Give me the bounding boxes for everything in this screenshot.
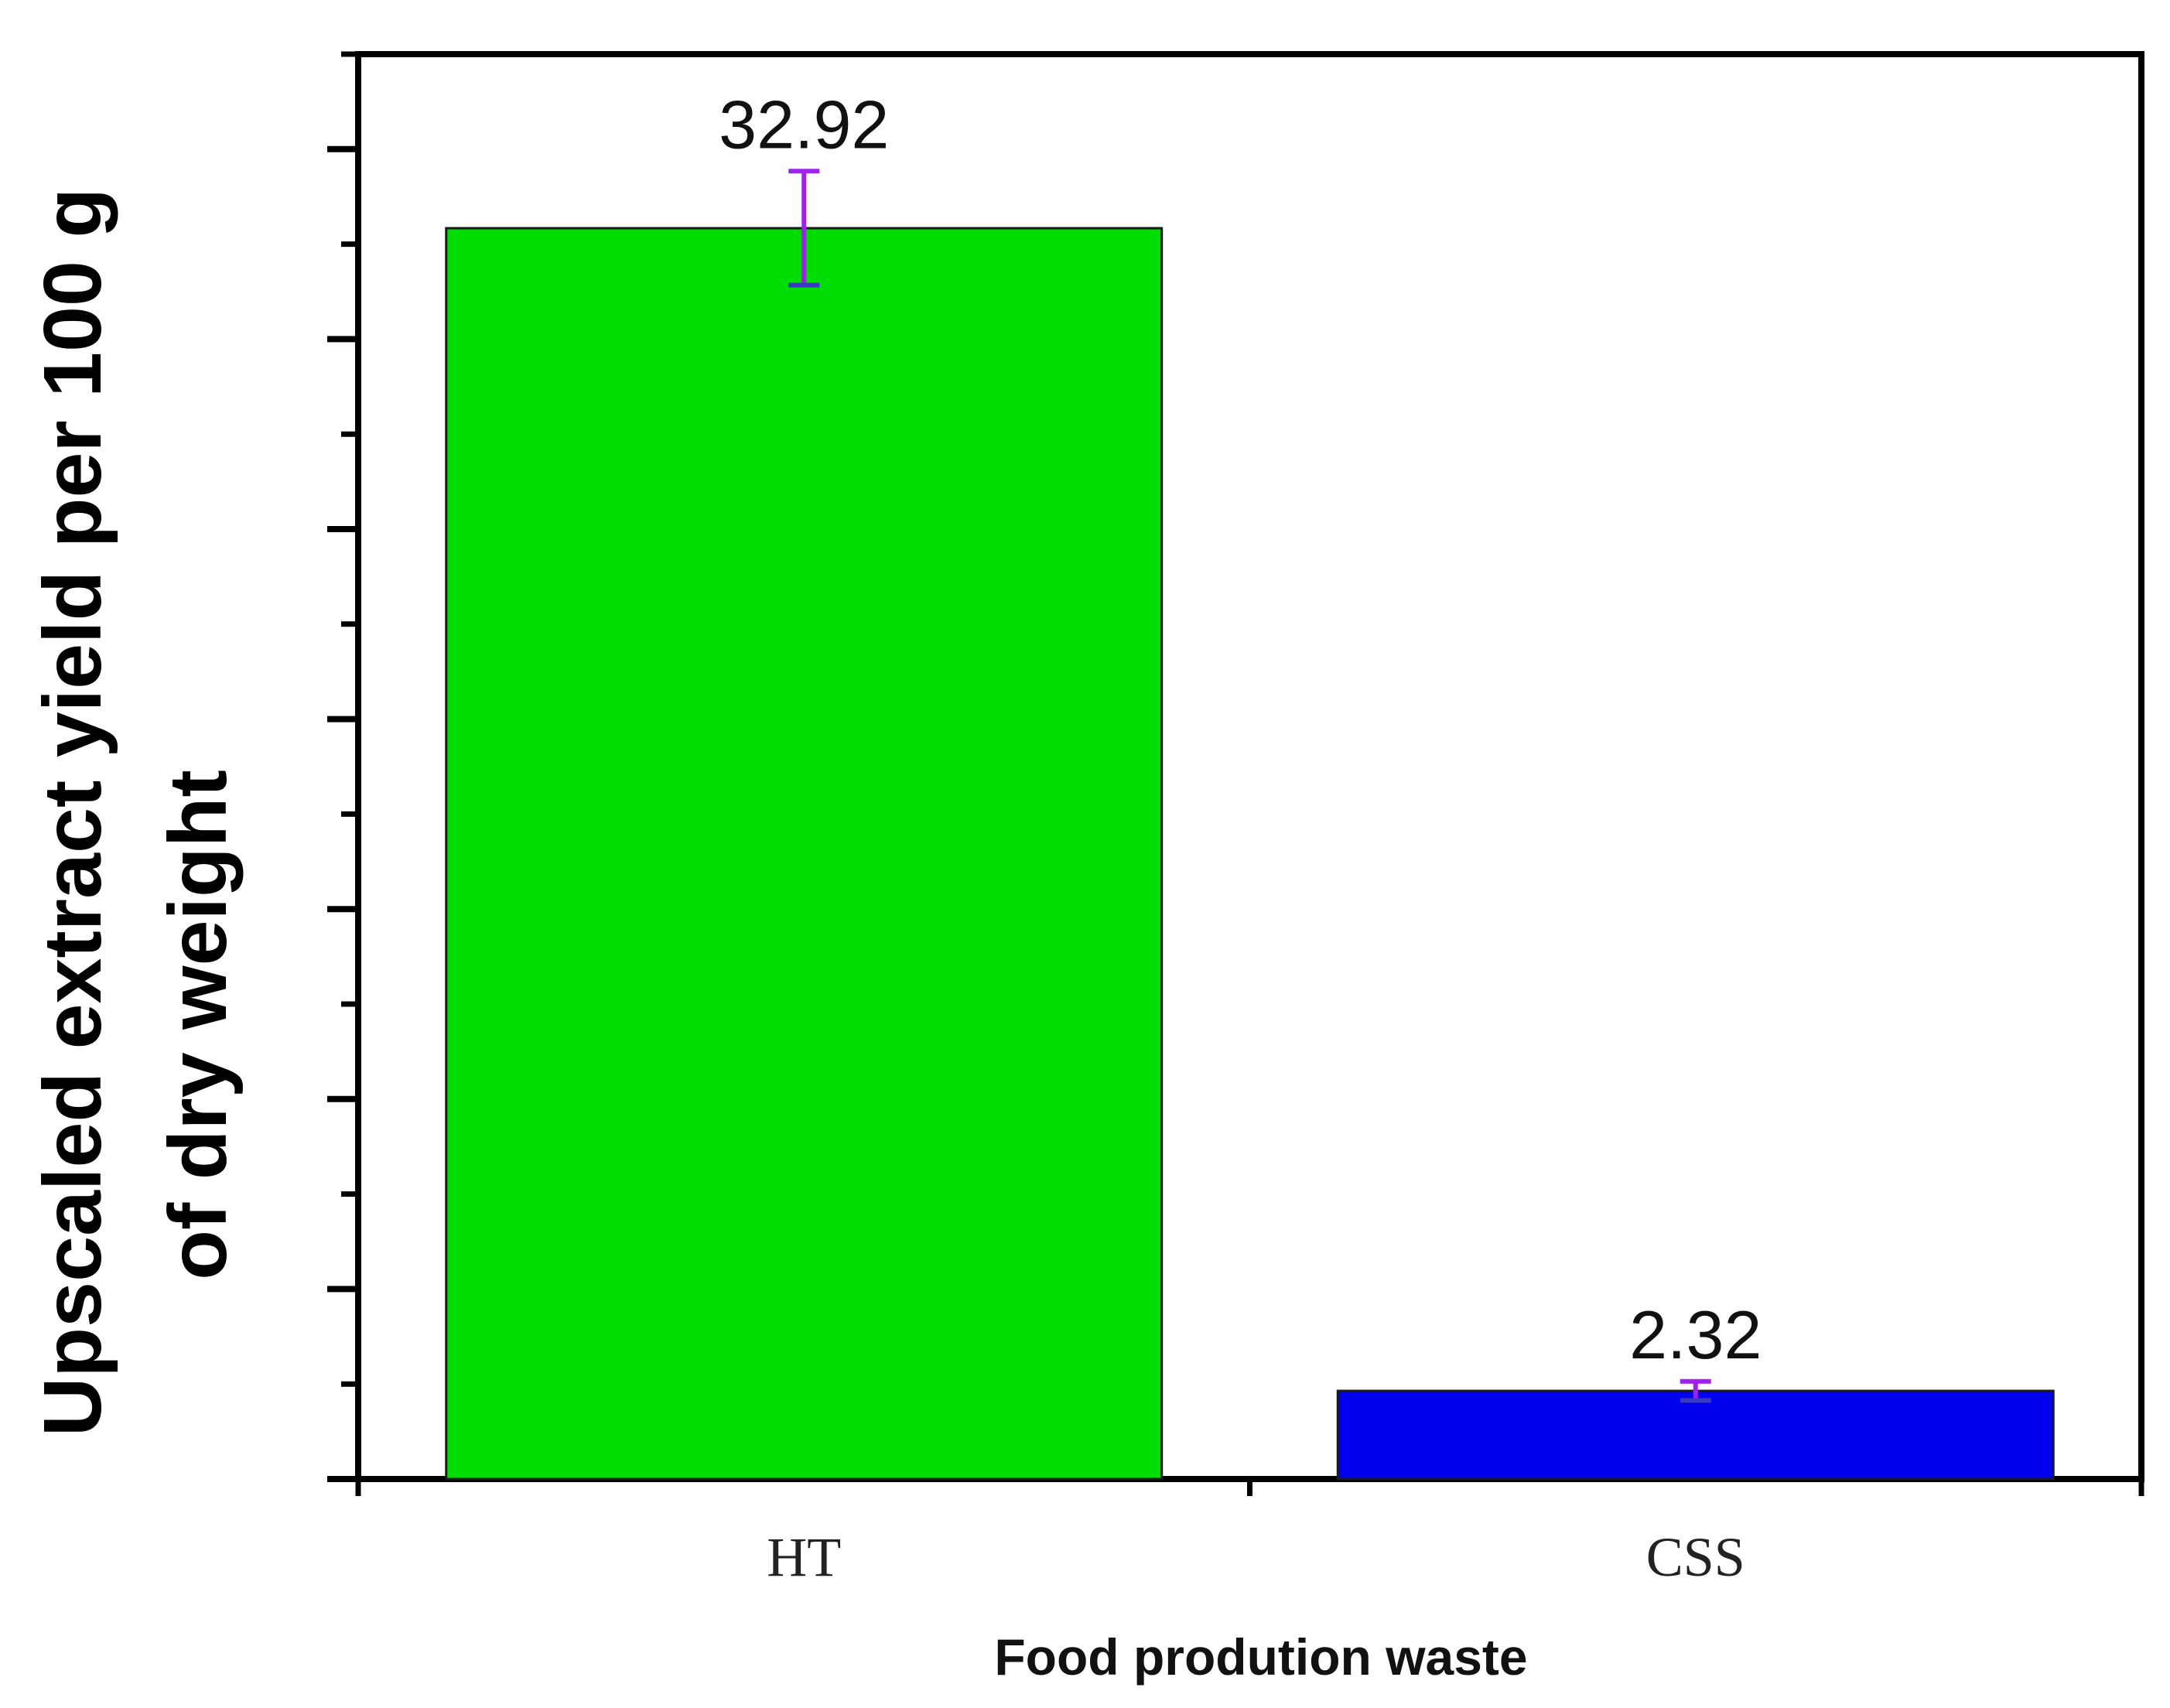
data-label-css: 2.32 xyxy=(1629,1296,1762,1373)
data-labels-group: 32.92 2.32 xyxy=(719,86,1762,1372)
y-axis-ticks xyxy=(327,51,358,1482)
bar-ht xyxy=(445,227,1164,1481)
data-label-ht: 32.92 xyxy=(719,86,889,162)
y-axis-label-line-2: of dry weight xyxy=(152,770,244,1280)
bars-group xyxy=(445,227,2055,1481)
x-axis-label: Food prodution waste xyxy=(994,1628,1527,1686)
y-axis-label-line-1: Upscaled extract yield per 100 g xyxy=(27,188,118,1436)
category-labels-group: HT CSS xyxy=(767,1526,1745,1588)
category-label-ht: HT xyxy=(767,1526,841,1588)
x-axis-ticks xyxy=(355,1479,2144,1496)
error-bars-group xyxy=(788,169,1711,1403)
category-label-css: CSS xyxy=(1646,1526,1745,1588)
bar-css xyxy=(1336,1389,2055,1481)
